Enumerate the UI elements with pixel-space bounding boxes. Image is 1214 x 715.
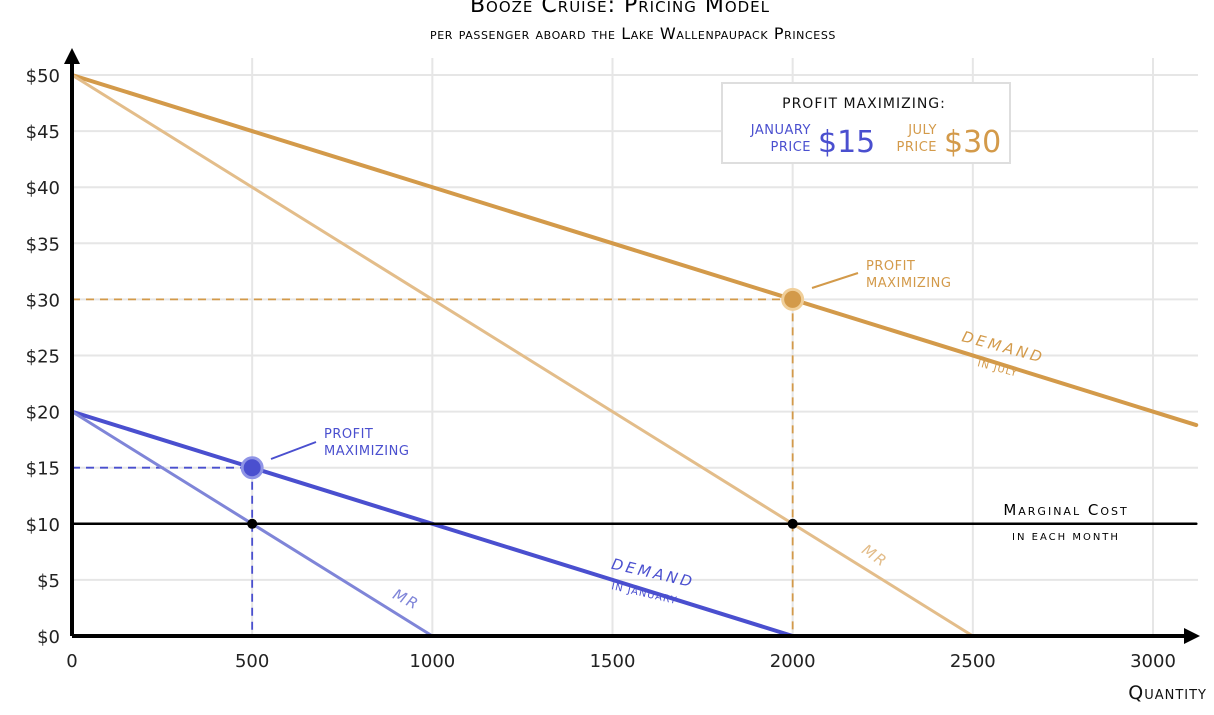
marginal-cost-label-sub: IN EACH MONTH bbox=[1012, 532, 1120, 543]
y-tick-label: $10 bbox=[26, 515, 60, 536]
x-tick-label: 3000 bbox=[1130, 651, 1176, 672]
chart-subtitle: per passenger aboard the Lake Wallenpaup… bbox=[430, 24, 836, 43]
profit-maximizing-legend: PROFIT MAXIMIZING: JANUARY PRICE $15 JULY PRI… bbox=[721, 82, 1011, 164]
x-tick-label: 2000 bbox=[770, 651, 816, 672]
y-tick-label: $40 bbox=[26, 178, 60, 199]
january-callout-label: PROFIT bbox=[324, 427, 373, 442]
x-tick-label: 2500 bbox=[950, 651, 996, 672]
january-callout-line bbox=[270, 441, 317, 460]
axes bbox=[64, 48, 1200, 644]
mr-january-label-main: MR bbox=[390, 585, 423, 613]
marginal-cost-label-main: Marginal Cost bbox=[1003, 501, 1128, 519]
y-tick-label: $45 bbox=[26, 122, 60, 143]
series-line-demand-july bbox=[72, 73, 1199, 428]
legend-july-label: JULY bbox=[907, 123, 937, 138]
x-tick-label: 0 bbox=[66, 651, 77, 672]
y-tick-label: $50 bbox=[26, 66, 60, 87]
july-callout-label: MAXIMIZING bbox=[866, 276, 951, 291]
y-tick-label: $35 bbox=[26, 234, 60, 255]
series-labels: PROFITMAXIMIZINGPROFITMAXIMIZINGDEMANDIN… bbox=[270, 259, 1128, 614]
mr-january-label: MR bbox=[390, 585, 423, 613]
series-lines bbox=[72, 73, 1199, 638]
legend-july-label: PRICE bbox=[897, 140, 938, 155]
tick-labels: 0 500 1000 1500 2000 2500 3000 $0 $5 $10 $15 $20 $25… bbox=[26, 66, 1176, 672]
july-callout-line bbox=[811, 272, 859, 289]
mr-mc-intersection-point bbox=[247, 518, 258, 529]
x-tick-label: 1500 bbox=[590, 651, 636, 672]
legend-january-label: PRICE bbox=[771, 140, 812, 155]
y-axis-arrow bbox=[64, 48, 80, 64]
y-tick-label: $5 bbox=[37, 571, 60, 592]
x-tick-label: 500 bbox=[235, 651, 269, 672]
january-optimum-point bbox=[240, 456, 264, 480]
y-tick-label: $15 bbox=[26, 459, 60, 480]
legend-box bbox=[721, 82, 1011, 164]
july-callout-label: PROFIT bbox=[866, 259, 915, 274]
y-tick-label: $20 bbox=[26, 403, 60, 424]
y-tick-label: $25 bbox=[26, 347, 60, 368]
legend-january-value: $15 bbox=[818, 125, 875, 160]
chart-title: Booze Cruise: Pricing Model bbox=[470, 0, 770, 18]
x-axis-label: Quantity bbox=[1128, 682, 1207, 704]
x-axis-arrow bbox=[1184, 628, 1200, 644]
marker-points bbox=[240, 287, 805, 529]
y-tick-label: $30 bbox=[26, 290, 60, 311]
legend-heading: PROFIT MAXIMIZING: bbox=[782, 96, 946, 112]
y-tick-label: $0 bbox=[37, 627, 60, 648]
january-callout-label: MAXIMIZING bbox=[324, 444, 409, 459]
legend-july-value: $30 bbox=[944, 125, 1001, 160]
x-tick-label: 1000 bbox=[409, 651, 455, 672]
mr-mc-intersection-point bbox=[787, 518, 798, 529]
july-optimum-point bbox=[781, 287, 805, 311]
series-line-mr-july bbox=[72, 73, 975, 638]
legend-january-label: JANUARY bbox=[750, 123, 811, 138]
